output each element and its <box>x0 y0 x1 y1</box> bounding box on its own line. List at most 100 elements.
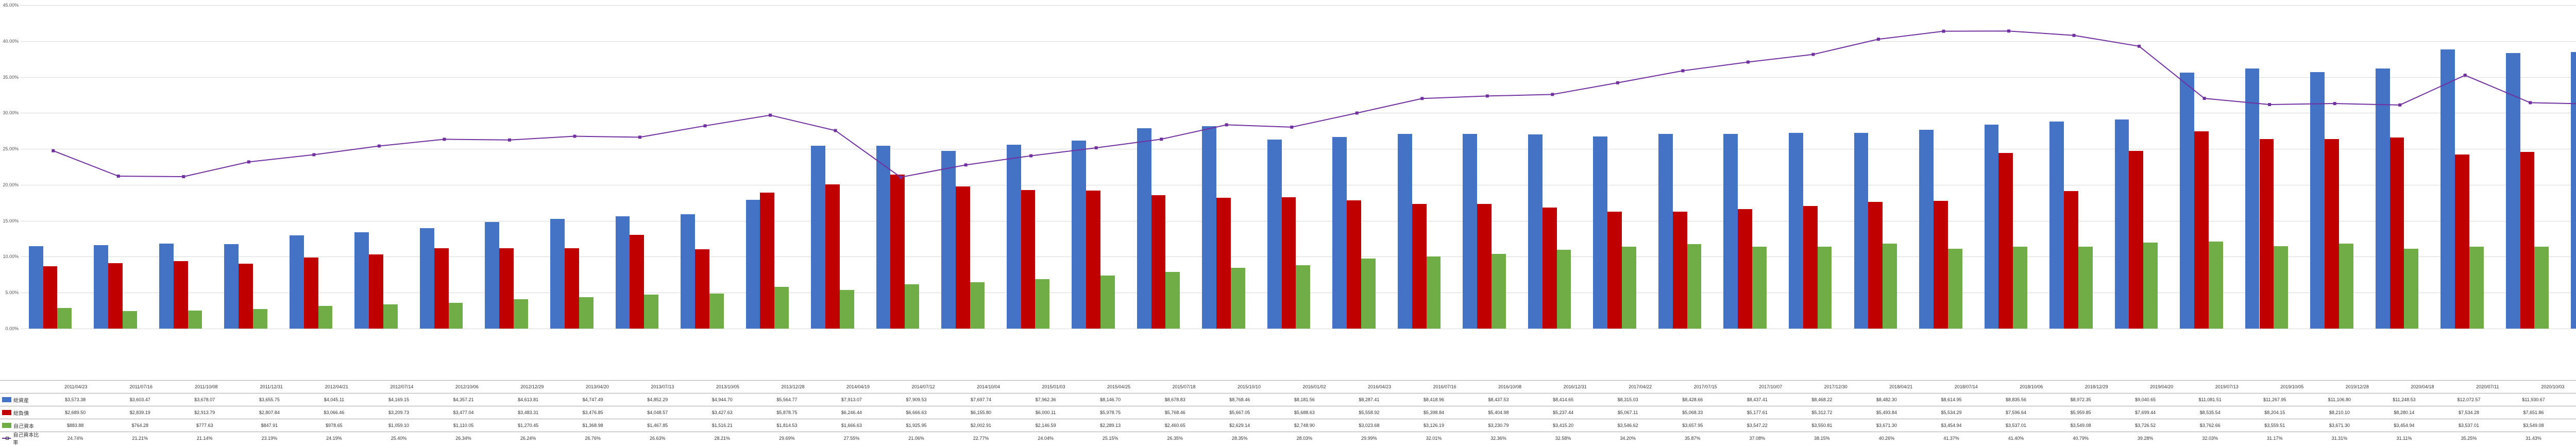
y-left-tick: 10.00% <box>1 254 19 259</box>
legend-cell: 40.79% <box>2048 436 2113 441</box>
legend-cell: $3,476.85 <box>561 410 625 415</box>
legend-cell: 26.76% <box>561 436 625 441</box>
legend-cell: 2012/04/21 <box>304 384 369 389</box>
legend-cell: 2019/04/20 <box>2129 384 2195 389</box>
legend-cell: $7,699.44 <box>2113 410 2178 415</box>
legend-cell: $3,230.79 <box>1466 423 1531 428</box>
legend-cell: 2018/07/14 <box>1934 384 1999 389</box>
legend-cell: $4,048.57 <box>625 410 690 415</box>
legend-cell: $5,493.84 <box>1854 410 1919 415</box>
legend-cell: $8,437.41 <box>1725 397 1790 402</box>
legend-cell: 2018/04/21 <box>1868 384 1934 389</box>
legend-cell: $3,762.66 <box>2178 423 2243 428</box>
legend-row: 総負債$2,689.50$2,839.19$2,913.79$2,807.84$… <box>0 406 2576 419</box>
legend-cell: $11,106.80 <box>2307 397 2372 402</box>
legend-cell: 2011/12/31 <box>239 384 304 389</box>
legend-cell: $5,558.92 <box>1337 410 1402 415</box>
legend-cell: 25.15% <box>1078 436 1143 441</box>
legend-cell: 2017/12/30 <box>1803 384 1869 389</box>
legend-cell: $3,209.73 <box>366 410 431 415</box>
legend-cell: $3,066.46 <box>302 410 367 415</box>
legend-cell: 28.21% <box>690 436 755 441</box>
legend-cell: 22.77% <box>948 436 1013 441</box>
legend-cell: 32.58% <box>1531 436 1596 441</box>
legend-cell: $1,814.53 <box>755 423 820 428</box>
legend-cell: 2012/10/06 <box>434 384 500 389</box>
legend-cell: 2017/07/15 <box>1673 384 1738 389</box>
legend-cell: 27.55% <box>819 436 884 441</box>
legend-cell: $7,651.86 <box>2501 410 2566 415</box>
legend-cell: 32.01% <box>1401 436 1466 441</box>
legend-cell: 31.17% <box>2243 436 2308 441</box>
legend-cell: 28.35% <box>1208 436 1273 441</box>
legend-cell: $5,564.77 <box>755 397 820 402</box>
legend-series-name: 総負債 <box>13 409 29 417</box>
legend-cell: $2,002.91 <box>948 423 1013 428</box>
legend-cell: 2018/12/29 <box>2064 384 2129 389</box>
legend-cell: 21.06% <box>884 436 949 441</box>
legend-cell: 21.21% <box>108 436 173 441</box>
legend-cell: 26.24% <box>496 436 561 441</box>
legend-cell: $3,454.94 <box>1919 423 1984 428</box>
legend-cell: $8,210.10 <box>2307 410 2372 415</box>
legend-cell: $4,357.21 <box>431 397 496 402</box>
legend-cell: 2013/04/20 <box>565 384 630 389</box>
legend-cell: 2013/12/28 <box>760 384 826 389</box>
legend-cell: $1,368.98 <box>561 423 625 428</box>
legend-cell: 37.08% <box>1725 436 1790 441</box>
legend-cell: 2011/04/23 <box>43 384 109 389</box>
legend-cell: 2013/07/13 <box>630 384 696 389</box>
legend-cell: $1,059.10 <box>366 423 431 428</box>
legend-cell: $1,516.21 <box>690 423 755 428</box>
legend-cell: $6,246.44 <box>819 410 884 415</box>
legend-cell: $8,315.03 <box>1596 397 1660 402</box>
legend-key: 総資産 <box>0 396 43 404</box>
legend-cell: $3,559.51 <box>2243 423 2308 428</box>
legend-cell: $3,483.31 <box>496 410 561 415</box>
y-left-tick: 25.00% <box>1 146 19 151</box>
legend-row: 総資産$3,573.38$3,603.47$3,678.07$3,655.75$… <box>0 393 2576 406</box>
legend-cell: $5,237.44 <box>1531 410 1596 415</box>
legend-cell: $1,110.05 <box>431 423 496 428</box>
legend-cell: $4,852.29 <box>625 397 690 402</box>
legend-cell: 2020/04/18 <box>2390 384 2455 389</box>
legend-cell: 2012/12/29 <box>500 384 565 389</box>
legend-cell: 25.40% <box>366 436 431 441</box>
legend-cell: $3,549.08 <box>2501 423 2566 428</box>
legend-cell: $2,460.65 <box>1143 423 1208 428</box>
legend-cell: 23.19% <box>237 436 302 441</box>
legend-cell: $5,768.46 <box>1143 410 1208 415</box>
legend-cell: $11,248.53 <box>2372 397 2437 402</box>
legend-cell: $3,537.01 <box>1984 423 2048 428</box>
legend-cell: 2019/10/05 <box>2260 384 2325 389</box>
legend-cell: $3,546.62 <box>1596 423 1660 428</box>
ratio-line <box>21 5 2576 329</box>
legend-cell: 2017/10/07 <box>1738 384 1803 389</box>
legend-cell: 26.63% <box>625 436 690 441</box>
legend-cell: 2015/07/18 <box>1151 384 1217 389</box>
legend-cell: 26.35% <box>1143 436 1208 441</box>
legend-cell: 31.23% <box>2566 436 2576 441</box>
legend-cell: $2,748.90 <box>1272 423 1337 428</box>
legend-cell: 32.03% <box>2178 436 2243 441</box>
legend-table: 2011/04/232011/07/162011/10/082011/12/31… <box>0 380 2576 442</box>
legend-cell: $3,657.95 <box>1660 423 1725 428</box>
legend-cell: 2011/07/16 <box>109 384 174 389</box>
y-left-tick: 30.00% <box>1 110 19 115</box>
legend-cell: $8,482.30 <box>1854 397 1919 402</box>
legend-cell: $2,807.84 <box>237 410 302 415</box>
legend-cell: $3,573.38 <box>43 397 108 402</box>
legend-cell: 2011/10/08 <box>174 384 239 389</box>
legend-cell: $2,913.79 <box>173 410 238 415</box>
legend-cell: 31.11% <box>2372 436 2437 441</box>
legend-cell: $1,925.95 <box>884 423 949 428</box>
legend-cell: $5,878.75 <box>755 410 820 415</box>
legend-cell: 2016/12/31 <box>1543 384 1608 389</box>
legend-cell: 29.99% <box>1337 436 1402 441</box>
legend-cell: $5,667.05 <box>1208 410 1273 415</box>
legend-cell: $8,468.22 <box>1790 397 1855 402</box>
legend-cell: 2016/07/16 <box>1412 384 1478 389</box>
legend-cell: $8,678.83 <box>1143 397 1208 402</box>
legend-cell: $6,155.80 <box>948 410 1013 415</box>
legend-cell: $8,280.14 <box>2372 410 2437 415</box>
